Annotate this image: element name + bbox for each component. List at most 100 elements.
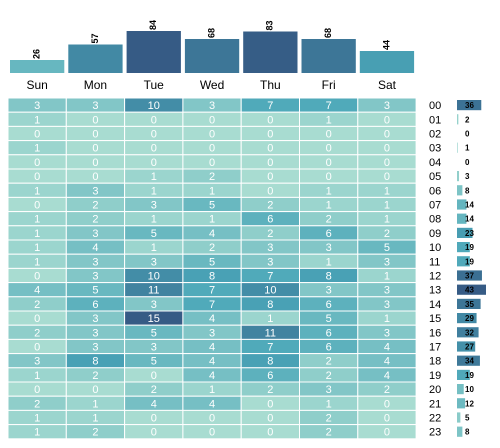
cell-value-label: 0 <box>267 427 273 439</box>
cell-value-label: 0 <box>267 185 273 197</box>
cell-value-label: 4 <box>34 285 40 297</box>
cell-value-label: 0 <box>34 342 40 354</box>
cell-value-label: 3 <box>151 342 157 354</box>
hour-total-label: 19 <box>465 243 474 252</box>
hour-total-label: 5 <box>465 414 470 423</box>
cell-value-label: 1 <box>34 185 40 197</box>
cell-value-label: 2 <box>92 370 98 382</box>
hour-total-label: 23 <box>465 229 474 238</box>
cell-value-label: 2 <box>326 413 332 425</box>
cell-value-label: 0 <box>151 370 157 382</box>
cell-value-label: 6 <box>267 214 273 226</box>
cell-value-label: 0 <box>326 171 332 183</box>
hour-label: 16 <box>429 327 441 339</box>
cell-value-label: 2 <box>326 370 332 382</box>
cell-value-label: 1 <box>151 171 157 183</box>
cell-value-label: 4 <box>209 228 215 240</box>
hour-total-bar <box>457 341 476 352</box>
cell-value-label: 10 <box>148 271 160 283</box>
cell-value-label: 2 <box>151 384 157 396</box>
cell-value-label: 0 <box>267 171 273 183</box>
cell-value-label: 4 <box>209 356 215 368</box>
cell-value-label: 0 <box>151 114 157 126</box>
cell-value-label: 15 <box>148 313 160 325</box>
cell-value-label: 5 <box>151 356 157 368</box>
hour-label: 20 <box>429 384 441 396</box>
hour-total-bar <box>457 426 463 437</box>
cell-value-label: 1 <box>209 384 215 396</box>
hour-total-bar <box>457 298 481 309</box>
day-total-bar <box>184 39 240 73</box>
cell-value-label: 3 <box>267 256 273 268</box>
cell-value-label: 1 <box>151 214 157 226</box>
hour-total-label: 2 <box>465 115 470 124</box>
hour-label: 19 <box>429 370 441 382</box>
hour-total-bar <box>457 384 464 395</box>
hour-total-bar <box>457 171 460 182</box>
cell-value-label: 0 <box>209 413 215 425</box>
cell-value-label: 1 <box>326 256 332 268</box>
day-total-label: 57 <box>90 33 100 43</box>
hour-label: 06 <box>429 185 441 197</box>
hour-total-label: 12 <box>465 399 474 408</box>
hour-total-label: 3 <box>465 172 470 181</box>
cell-value-label: 0 <box>384 114 390 126</box>
cell-value-label: 0 <box>92 129 98 141</box>
cell-value-label: 7 <box>267 271 273 283</box>
hour-label: 18 <box>429 356 441 368</box>
cell-value-label: 3 <box>34 100 40 112</box>
cell-value-label: 0 <box>92 171 98 183</box>
cell-value-label: 2 <box>92 427 98 439</box>
cell-value-label: 7 <box>209 285 215 297</box>
hour-label: 23 <box>429 427 441 439</box>
cell-value-label: 3 <box>209 327 215 339</box>
cell-value-label: 3 <box>34 356 40 368</box>
cell-value-label: 3 <box>92 313 98 325</box>
cell-value-label: 3 <box>384 299 390 311</box>
cell-value-label: 4 <box>209 370 215 382</box>
hour-total-bar <box>457 199 467 210</box>
hour-label: 11 <box>429 256 440 268</box>
cell-value-label: 0 <box>34 200 40 212</box>
day-label: Fri <box>322 78 336 92</box>
cell-value-label: 0 <box>34 157 40 169</box>
hour-label: 02 <box>429 129 441 141</box>
hour-total-label: 14 <box>465 201 474 210</box>
cell-value-label: 1 <box>384 200 390 212</box>
hour-total-bar <box>457 185 463 196</box>
cell-value-label: 2 <box>267 228 273 240</box>
cell-value-label: 5 <box>92 285 98 297</box>
cell-value-label: 7 <box>326 100 332 112</box>
cell-value-label: 2 <box>326 214 332 226</box>
cell-value-label: 0 <box>151 157 157 169</box>
cell-value-label: 10 <box>148 100 160 112</box>
hour-total-bar <box>457 256 470 267</box>
cell-value-label: 1 <box>384 214 390 226</box>
hour-total-label: 8 <box>465 186 470 195</box>
cell-value-label: 0 <box>34 171 40 183</box>
cell-value-label: 3 <box>267 242 273 254</box>
hour-label: 17 <box>429 342 441 354</box>
cell-value-label: 1 <box>326 185 332 197</box>
cell-value-label: 3 <box>92 185 98 197</box>
cell-value-label: 1 <box>34 242 40 254</box>
cell-value-label: 0 <box>384 427 390 439</box>
day-total-bar <box>301 39 356 73</box>
cell-value-label: 3 <box>92 100 98 112</box>
cell-value-label: 3 <box>326 242 332 254</box>
cell-value-label: 0 <box>267 114 273 126</box>
hour-total-bar <box>457 270 482 281</box>
cell-value-label: 0 <box>34 271 40 283</box>
hour-label: 13 <box>429 285 441 297</box>
hour-total-bar <box>457 355 480 366</box>
cell-value-label: 3 <box>326 285 332 297</box>
cell-value-label: 4 <box>384 356 390 368</box>
day-total-label: 44 <box>381 40 391 50</box>
hour-total-label: 37 <box>465 272 474 281</box>
cell-value-label: 3 <box>384 285 390 297</box>
cell-value-label: 1 <box>326 398 332 410</box>
cell-value-label: 1 <box>34 143 40 155</box>
hour-total-bar <box>457 313 477 324</box>
cell-value-label: 3 <box>326 384 332 396</box>
cell-value-label: 0 <box>92 384 98 396</box>
